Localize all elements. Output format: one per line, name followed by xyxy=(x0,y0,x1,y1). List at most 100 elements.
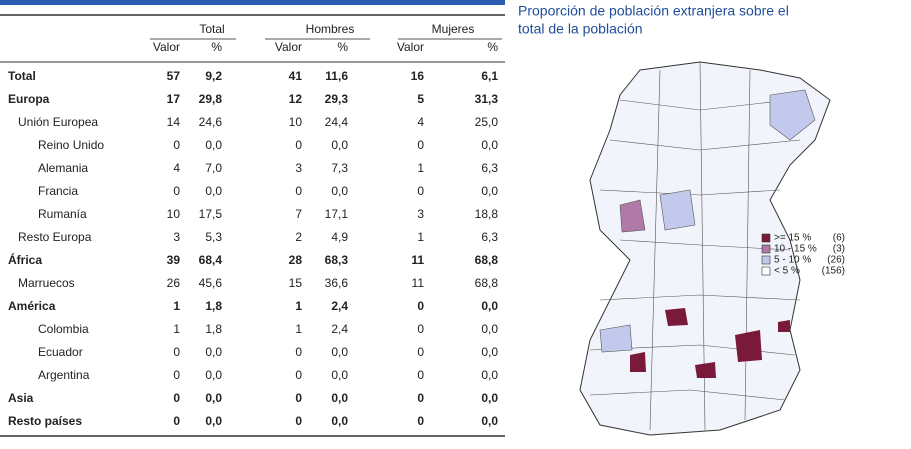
cell: 0,0 xyxy=(331,184,348,198)
cell: 0 xyxy=(173,184,180,198)
legend-count: (3) xyxy=(833,244,845,255)
legend-label: 5 - 10 % xyxy=(774,255,811,266)
map-title: Proporción de población extranjera sobre… xyxy=(518,3,789,19)
cell: 17,5 xyxy=(199,207,223,221)
cell: 0 xyxy=(417,391,424,405)
cell: 26 xyxy=(167,276,181,290)
row-label: Total xyxy=(8,69,36,83)
legend-count: (156) xyxy=(822,266,845,277)
cell: 0 xyxy=(417,184,424,198)
cell: 0,0 xyxy=(481,391,498,405)
legend-count: (6) xyxy=(833,233,845,244)
cell: 18,8 xyxy=(475,207,499,221)
cell: 0,0 xyxy=(481,184,498,198)
group-header: Total xyxy=(199,22,224,36)
cell: 0 xyxy=(173,368,180,382)
cell: 10 xyxy=(167,207,181,221)
legend-count: (26) xyxy=(827,255,845,266)
cell: 0,0 xyxy=(205,184,222,198)
cell: 3 xyxy=(417,207,424,221)
cell: 0,0 xyxy=(331,368,348,382)
cell: 0 xyxy=(295,184,302,198)
cell: 1 xyxy=(295,322,302,336)
cell: 15 xyxy=(289,276,303,290)
cell: 0 xyxy=(417,414,424,428)
cell: 0 xyxy=(295,391,302,405)
cell: 7,0 xyxy=(205,161,222,175)
cell: 0,0 xyxy=(481,322,498,336)
row-label: Reino Unido xyxy=(38,138,104,152)
cell: 14 xyxy=(167,115,181,129)
cell: 0 xyxy=(295,345,302,359)
legend-label: >= 15 % xyxy=(774,233,811,244)
cell: 6,1 xyxy=(481,69,498,83)
cell: 1 xyxy=(295,299,302,313)
cell: 2,4 xyxy=(331,299,348,313)
cell: 3 xyxy=(295,161,302,175)
cell: 0,0 xyxy=(205,368,222,382)
cell: 0 xyxy=(295,138,302,152)
cell: 25,0 xyxy=(475,115,499,129)
map xyxy=(579,61,831,436)
cell: 68,3 xyxy=(325,253,349,267)
cell: 28 xyxy=(289,253,303,267)
cell: 0,0 xyxy=(481,138,498,152)
cell: 0 xyxy=(173,138,180,152)
cell: 5,3 xyxy=(205,230,222,244)
legend-swatch xyxy=(761,244,771,254)
row-label: Argentina xyxy=(38,368,90,382)
cell: 0,0 xyxy=(331,345,348,359)
header-band xyxy=(0,0,505,5)
cell: 68,8 xyxy=(475,276,499,290)
cell: 0,0 xyxy=(331,138,348,152)
cell: 1 xyxy=(417,230,424,244)
cell: 0,0 xyxy=(481,414,498,428)
row-label: Marruecos xyxy=(18,276,75,290)
cell: 1,8 xyxy=(205,299,222,313)
legend-swatch xyxy=(761,233,771,243)
cell: 2,4 xyxy=(331,322,348,336)
cell: 17 xyxy=(167,92,181,106)
row-label: África xyxy=(8,252,42,267)
cell: 3 xyxy=(173,230,180,244)
cell: 41 xyxy=(289,69,303,83)
cell: 1 xyxy=(173,299,180,313)
column-header: Valor xyxy=(275,40,302,54)
column-header: Valor xyxy=(153,40,180,54)
cell: 1,8 xyxy=(205,322,222,336)
legend-label: < 5 % xyxy=(774,266,800,277)
legend-label: 10 - 15 % xyxy=(774,244,817,255)
cell: 0 xyxy=(173,414,180,428)
cell: 0,0 xyxy=(331,391,348,405)
legend-swatch xyxy=(761,266,771,276)
cell: 24,6 xyxy=(199,115,223,129)
row-label: Unión Europea xyxy=(18,115,98,129)
cell: 0 xyxy=(173,391,180,405)
row-label: América xyxy=(8,299,56,313)
cell: 7 xyxy=(295,207,302,221)
group-header: Hombres xyxy=(306,22,355,36)
cell: 6,3 xyxy=(481,230,498,244)
row-label: Resto países xyxy=(8,414,82,428)
cell: 11 xyxy=(411,253,424,267)
cell: 0,0 xyxy=(481,299,498,313)
cell: 0 xyxy=(417,138,424,152)
cell: 31,3 xyxy=(475,92,499,106)
cell: 36,6 xyxy=(325,276,349,290)
cell: 2 xyxy=(295,230,302,244)
cell: 24,4 xyxy=(325,115,349,129)
group-header: Mujeres xyxy=(432,22,475,36)
cell: 68,8 xyxy=(475,253,499,267)
cell: 0,0 xyxy=(331,414,348,428)
column-header: % xyxy=(211,40,222,54)
row-label: Europa xyxy=(8,92,50,106)
row-label: Rumanía xyxy=(38,207,87,221)
map-title: total de la población xyxy=(518,21,643,37)
cell: 0,0 xyxy=(481,345,498,359)
cell: 10 xyxy=(289,115,303,129)
row-label: Resto Europa xyxy=(18,230,92,244)
cell: 0,0 xyxy=(481,368,498,382)
row-label: Asia xyxy=(8,391,34,405)
column-header: % xyxy=(337,40,348,54)
